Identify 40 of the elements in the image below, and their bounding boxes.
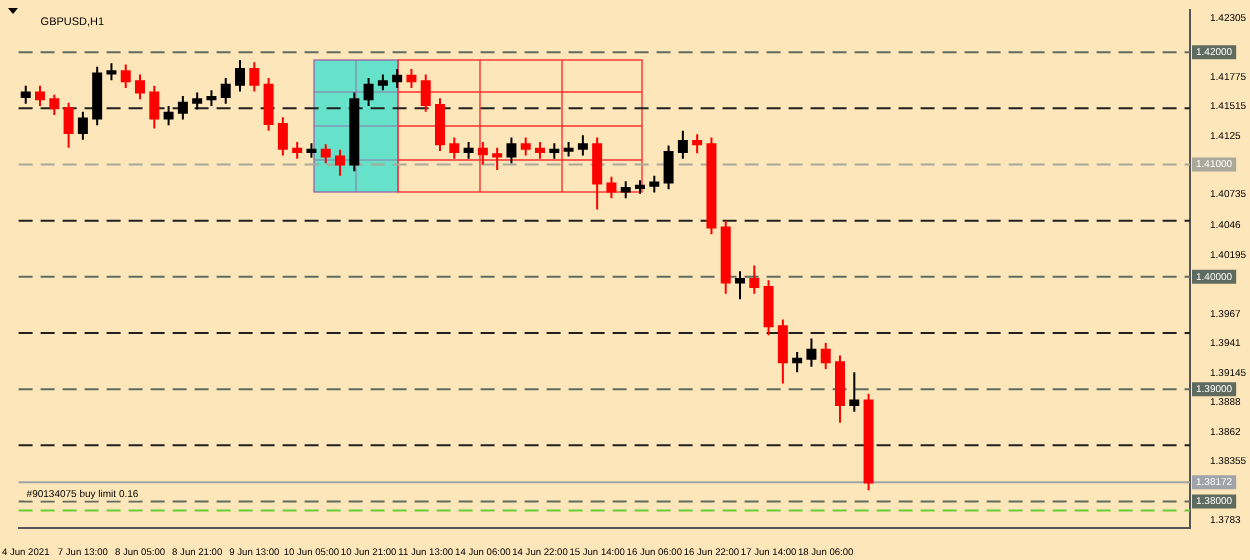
candlestick xyxy=(192,91,203,111)
candlestick xyxy=(649,174,660,194)
candlestick xyxy=(806,337,817,368)
candlestick xyxy=(149,84,160,130)
candlestick xyxy=(220,76,231,105)
candlestick xyxy=(706,136,717,236)
candlestick xyxy=(249,61,260,93)
candlestick xyxy=(520,136,531,157)
candlestick xyxy=(92,65,103,127)
candlestick xyxy=(677,129,688,160)
candlestick xyxy=(277,116,288,157)
candlestick xyxy=(492,146,503,172)
candlestick xyxy=(820,342,831,370)
candlestick xyxy=(506,136,517,165)
candlestick xyxy=(363,76,374,108)
candlestick xyxy=(49,93,60,117)
candlestick xyxy=(349,91,360,173)
candlestick xyxy=(849,371,860,413)
candlestick xyxy=(749,264,760,295)
candlestick xyxy=(863,392,874,492)
candlestick xyxy=(435,97,446,152)
candlestick xyxy=(77,110,88,141)
candlestick xyxy=(592,136,603,211)
candlestick xyxy=(420,73,431,113)
candlestick xyxy=(377,73,388,92)
candlestick xyxy=(63,101,74,149)
candlestick xyxy=(720,219,731,295)
candlestick xyxy=(320,143,331,165)
candlestick xyxy=(663,144,674,191)
candlestick xyxy=(777,318,788,385)
candlestick xyxy=(120,63,131,90)
candlestick xyxy=(563,141,574,158)
candlestick xyxy=(577,134,588,157)
candlestick xyxy=(177,94,188,121)
candlestick xyxy=(135,73,146,101)
candlestick xyxy=(235,58,246,93)
candlestick xyxy=(449,136,460,160)
candlestick xyxy=(263,76,274,132)
candlestick xyxy=(835,354,846,424)
candlestick xyxy=(763,279,774,337)
